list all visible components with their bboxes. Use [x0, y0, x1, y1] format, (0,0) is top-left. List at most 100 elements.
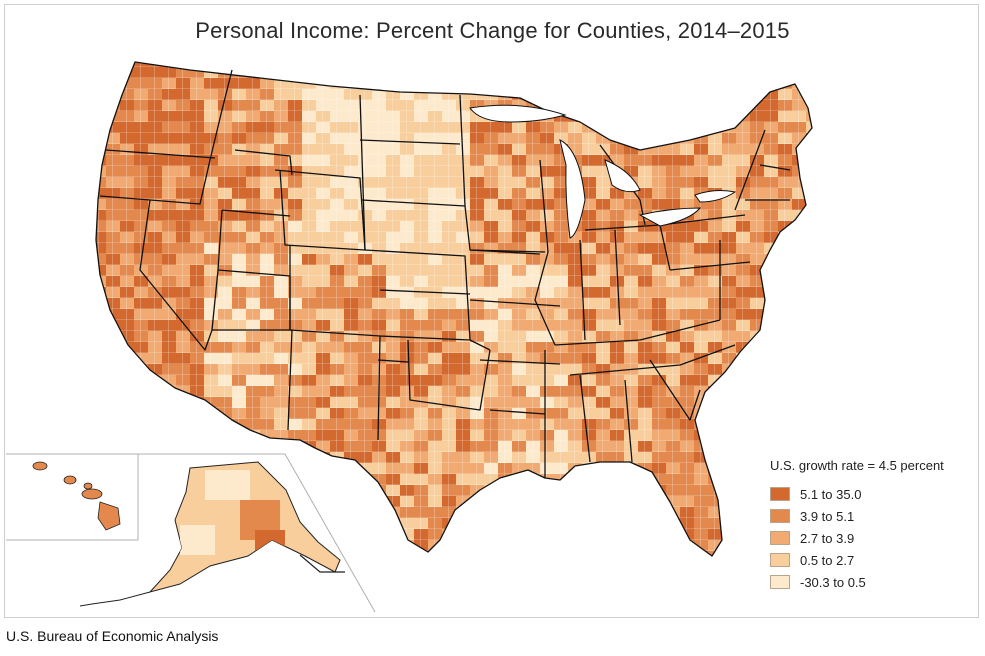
county-cell — [372, 518, 386, 529]
county-cell — [148, 419, 162, 430]
county-cell — [582, 496, 596, 507]
county-cell — [484, 78, 498, 89]
county-cell — [288, 485, 302, 496]
county-cell — [498, 518, 512, 529]
county-cell — [610, 496, 624, 507]
county-cell — [638, 485, 652, 496]
county-cell — [778, 353, 792, 364]
county-cell — [750, 408, 764, 419]
county-cell — [554, 100, 568, 111]
county-cell — [736, 78, 750, 89]
county-cell — [778, 364, 792, 375]
county-cell — [750, 518, 764, 529]
county-cell — [722, 111, 736, 122]
county-cell — [330, 463, 344, 474]
county-cell — [176, 408, 190, 419]
county-cell — [428, 551, 442, 556]
county-cell — [106, 397, 120, 408]
county-cell — [372, 507, 386, 518]
county-cell — [148, 441, 162, 452]
county-cell — [806, 144, 812, 155]
county-cell — [358, 529, 372, 540]
county-cell — [624, 89, 638, 100]
county-cell — [638, 540, 652, 551]
county-cell — [106, 529, 120, 540]
county-cell — [120, 507, 134, 518]
county-cell — [806, 276, 812, 287]
county-cell — [190, 419, 204, 430]
county-cell — [512, 551, 526, 556]
county-cell — [316, 485, 330, 496]
county-cell — [554, 67, 568, 78]
county-cell — [106, 540, 120, 551]
county-cell — [722, 397, 736, 408]
county-cell — [638, 89, 652, 100]
county-cell — [526, 78, 540, 89]
county-cell — [134, 474, 148, 485]
county-cell — [722, 430, 736, 441]
county-cell — [722, 67, 736, 78]
county-cell — [764, 408, 778, 419]
legend-swatch — [770, 553, 790, 567]
county-cell — [134, 529, 148, 540]
county-cell — [96, 419, 106, 430]
county-cell — [736, 386, 750, 397]
county-cell — [96, 133, 106, 144]
county-cell — [554, 62, 568, 67]
county-cell — [162, 507, 176, 518]
county-cell — [652, 122, 666, 133]
county-cell — [764, 320, 778, 331]
county-cell — [610, 485, 624, 496]
county-cell — [736, 62, 750, 67]
county-cell — [512, 540, 526, 551]
great-lakes — [469, 104, 737, 239]
county-cell — [512, 67, 526, 78]
county-cell — [470, 507, 484, 518]
county-cell — [792, 342, 806, 353]
county-cell — [386, 529, 400, 540]
county-cell — [610, 529, 624, 540]
county-cell — [106, 89, 120, 100]
county-cell — [582, 518, 596, 529]
county-cell — [106, 474, 120, 485]
county-cell — [792, 232, 806, 243]
county-cell — [344, 67, 358, 78]
county-cell — [106, 430, 120, 441]
county-cell — [708, 463, 722, 474]
county-cell — [638, 100, 652, 111]
county-cell — [778, 265, 792, 276]
county-cell — [764, 62, 778, 67]
county-cell — [694, 100, 708, 111]
county-cell — [218, 430, 232, 441]
county-cell — [120, 529, 134, 540]
county-cell — [778, 298, 792, 309]
county-cell — [540, 540, 554, 551]
county-cell — [316, 529, 330, 540]
county-cell — [806, 62, 812, 67]
county-cell — [540, 485, 554, 496]
county-cell — [106, 441, 120, 452]
county-cell — [582, 551, 596, 556]
county-cell — [792, 254, 806, 265]
county-cell — [176, 441, 190, 452]
county-cell — [498, 485, 512, 496]
county-cell — [708, 78, 722, 89]
county-cell — [806, 78, 812, 89]
county-cell — [162, 62, 176, 67]
county-cell — [386, 551, 400, 556]
county-cell — [792, 287, 806, 298]
county-cell — [204, 419, 218, 430]
county-cell — [540, 89, 554, 100]
county-cell — [582, 62, 596, 67]
county-cell — [806, 243, 812, 254]
county-cell — [358, 496, 372, 507]
county-cell — [526, 67, 540, 78]
county-cell — [414, 551, 428, 556]
county-cell — [106, 419, 120, 430]
legend-title: U.S. growth rate = 4.5 percent — [770, 458, 944, 473]
county-cell — [652, 507, 666, 518]
county-cell — [190, 430, 204, 441]
county-cell — [736, 507, 750, 518]
county-cell — [526, 62, 540, 67]
county-cell — [498, 496, 512, 507]
